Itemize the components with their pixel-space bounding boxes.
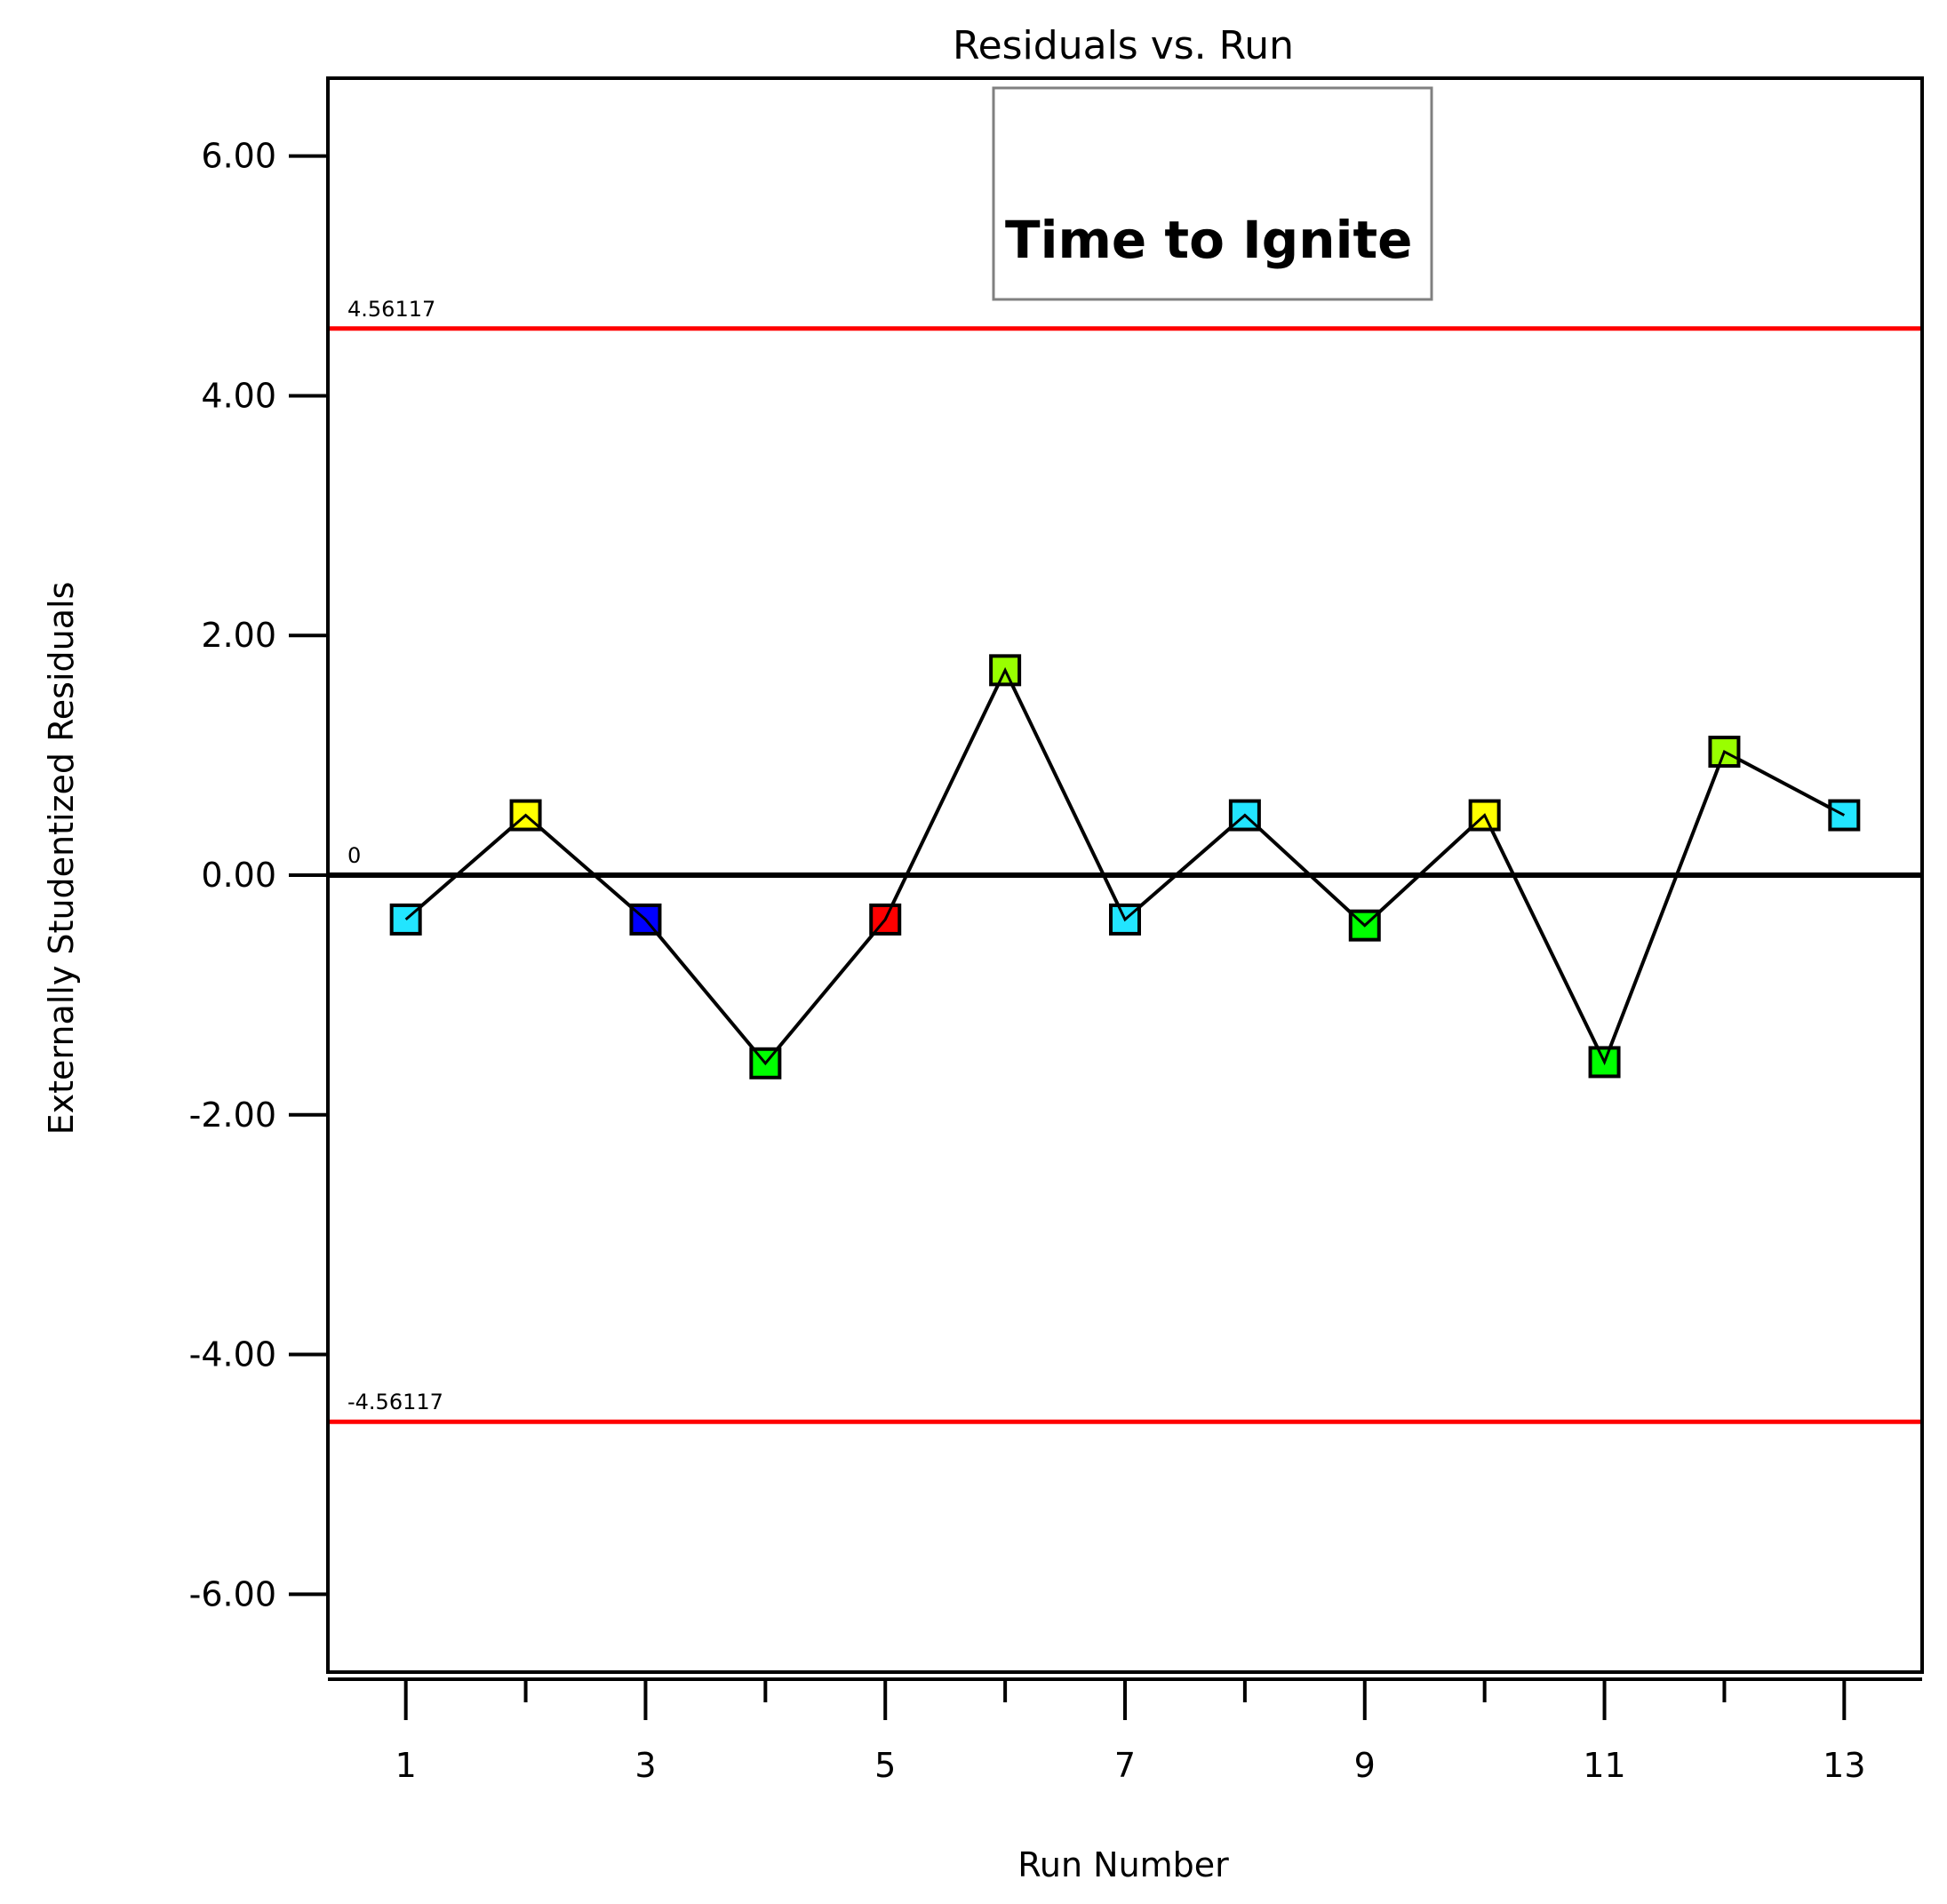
y-tick-label-2: 2.00 [201,616,276,655]
reference-line-label-1: 0 [347,843,361,868]
y-axis: 6.00 4.00 2.00 0.00 -2.00 -4.00 -6.00 [189,137,328,1613]
series-line-0 [404,665,1846,1067]
x-tick-label-2: 3 [634,1746,656,1785]
x-tick-label-0: 1 [395,1746,417,1785]
series-line-overlay-0 [404,666,1846,1066]
reference-line-label-2: -4.56117 [347,1390,443,1414]
x-axis-label: Run Number [1017,1845,1229,1884]
y-tick-label-5: -4.00 [189,1335,276,1374]
x-tick-label-10: 11 [1583,1746,1625,1785]
chart-title: Residuals vs. Run [953,23,1294,68]
x-tick-label-12: 13 [1823,1746,1865,1785]
data-point-run-6 [989,654,1022,687]
legend-box [992,86,1433,301]
y-tick-label-1: 4.00 [201,376,276,415]
data-series [389,654,1861,1079]
reference-line-label-0: 4.56117 [347,297,435,322]
y-tick-label-4: -2.00 [189,1095,276,1135]
y-tick-label-0: 6.00 [201,137,276,176]
x-tick-label-4: 5 [874,1746,896,1785]
y-tick-label-6: -6.00 [189,1574,276,1613]
plot-area-frame [326,76,1924,1674]
y-axis-label: Externally Studentized Residuals [42,582,81,1135]
legend-text: Time to Ignite [1005,210,1413,270]
y-tick-label-3: 0.00 [201,856,276,895]
legend: Time to Ignite [992,86,1433,301]
data-point-run-13 [1828,799,1861,832]
x-tick-label-8: 9 [1354,1746,1376,1785]
x-axis: 1 3 5 7 9 11 13 [328,1677,1922,1785]
x-tick-label-6: 7 [1114,1746,1136,1785]
